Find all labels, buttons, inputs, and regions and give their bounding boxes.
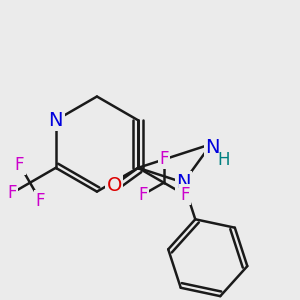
Text: F: F bbox=[159, 150, 169, 168]
Text: F: F bbox=[7, 184, 17, 202]
Text: O: O bbox=[106, 176, 122, 195]
Text: F: F bbox=[138, 186, 148, 204]
Text: F: F bbox=[180, 186, 189, 204]
Text: H: H bbox=[217, 152, 230, 169]
Text: N: N bbox=[176, 173, 190, 192]
Text: N: N bbox=[49, 111, 63, 130]
Text: N: N bbox=[206, 137, 220, 157]
Text: F: F bbox=[36, 192, 45, 210]
Text: F: F bbox=[15, 156, 24, 174]
